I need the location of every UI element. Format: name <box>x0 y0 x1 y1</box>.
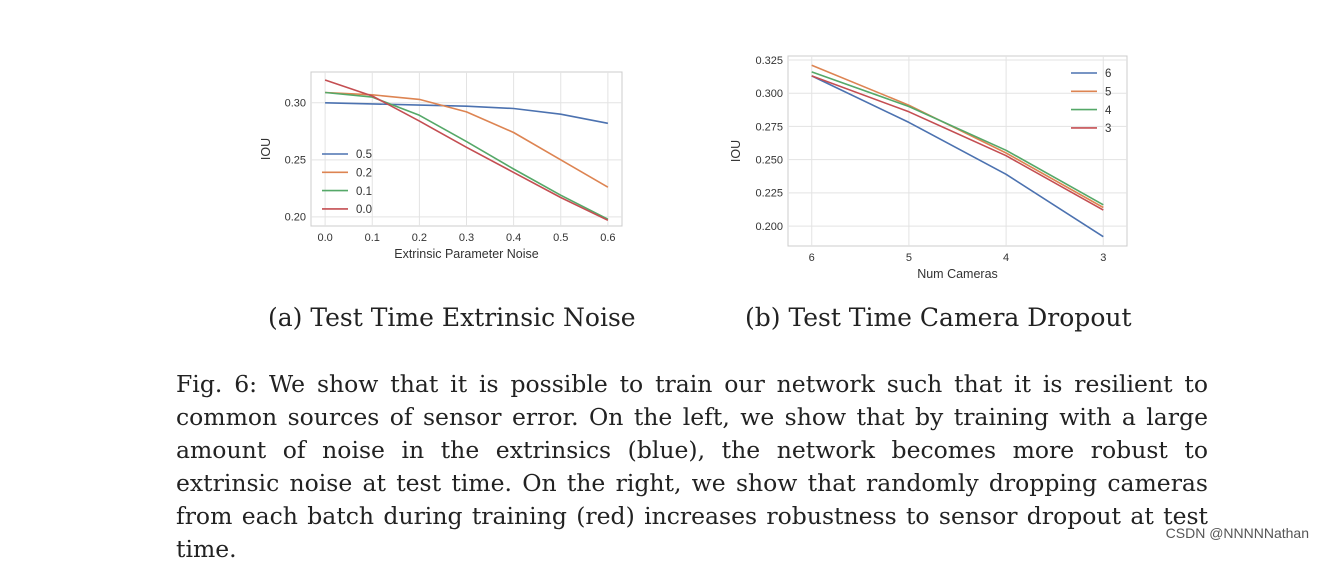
legend-label: 0.1 <box>356 186 372 198</box>
y-tick-label: 0.200 <box>755 221 783 233</box>
y-tick-label: 0.225 <box>755 188 783 200</box>
x-axis-label: Num Cameras <box>917 267 998 281</box>
series-line-0-0 <box>324 79 609 222</box>
legend-label: 6 <box>1105 68 1111 80</box>
legend-label: 0.2 <box>356 167 372 179</box>
series-line-6 <box>811 75 1104 238</box>
chart-camera-dropout: 6 5 4 3 0.200 0.225 0.250 0.275 0.300 0.325 Num Ca… <box>729 55 1128 281</box>
legend-label: 0.5 <box>356 149 372 161</box>
figure-caption: Fig. 6: We show that it is possible to t… <box>176 370 1208 563</box>
y-tick-label: 0.30 <box>285 98 306 110</box>
series-line-4 <box>811 71 1104 206</box>
y-tick-label: 0.250 <box>755 154 783 166</box>
x-tick-label: 0.3 <box>459 232 474 244</box>
subcaption-a: (a) Test Time Extrinsic Noise <box>268 303 636 332</box>
chart-extrinsic-noise: 0.0 0.1 0.2 0.3 0.4 0.5 0.6 0.20 0.25 0.30 Extrins… <box>259 71 623 261</box>
x-tick-label: 0.1 <box>365 232 380 244</box>
x-tick-label: 0.5 <box>553 232 568 244</box>
x-tick-label: 0.2 <box>412 232 427 244</box>
subcaption-b: (b) Test Time Camera Dropout <box>745 303 1132 332</box>
legend-label: 5 <box>1105 86 1111 98</box>
x-tick-label: 6 <box>809 252 815 264</box>
y-tick-label: 0.20 <box>285 212 306 224</box>
series-line-0-5 <box>325 102 609 125</box>
series-line-3 <box>811 75 1104 211</box>
y-tick-label: 0.300 <box>755 88 783 100</box>
legend-label: 4 <box>1105 105 1112 117</box>
y-tick-label: 0.325 <box>755 55 783 67</box>
plot-area <box>787 55 1128 247</box>
x-tick-label: 5 <box>906 252 912 264</box>
y-tick-label: 0.275 <box>755 121 783 133</box>
x-tick-label: 0.0 <box>317 232 332 244</box>
x-tick-label: 0.6 <box>600 232 615 244</box>
y-axis-label: IOU <box>259 138 273 160</box>
watermark: CSDN @NNNNNathan <box>1165 525 1309 541</box>
y-axis-label: IOU <box>729 140 743 162</box>
series-line-0-2 <box>325 91 609 188</box>
series-line-0-1 <box>325 91 609 220</box>
x-tick-label: 0.4 <box>506 232 521 244</box>
x-tick-label: 4 <box>1003 252 1009 264</box>
x-axis-label: Extrinsic Parameter Noise <box>394 247 539 261</box>
legend-label: 0.0 <box>356 204 372 216</box>
x-tick-label: 3 <box>1100 252 1106 264</box>
y-tick-label: 0.25 <box>285 155 306 167</box>
legend-label: 3 <box>1105 123 1111 135</box>
